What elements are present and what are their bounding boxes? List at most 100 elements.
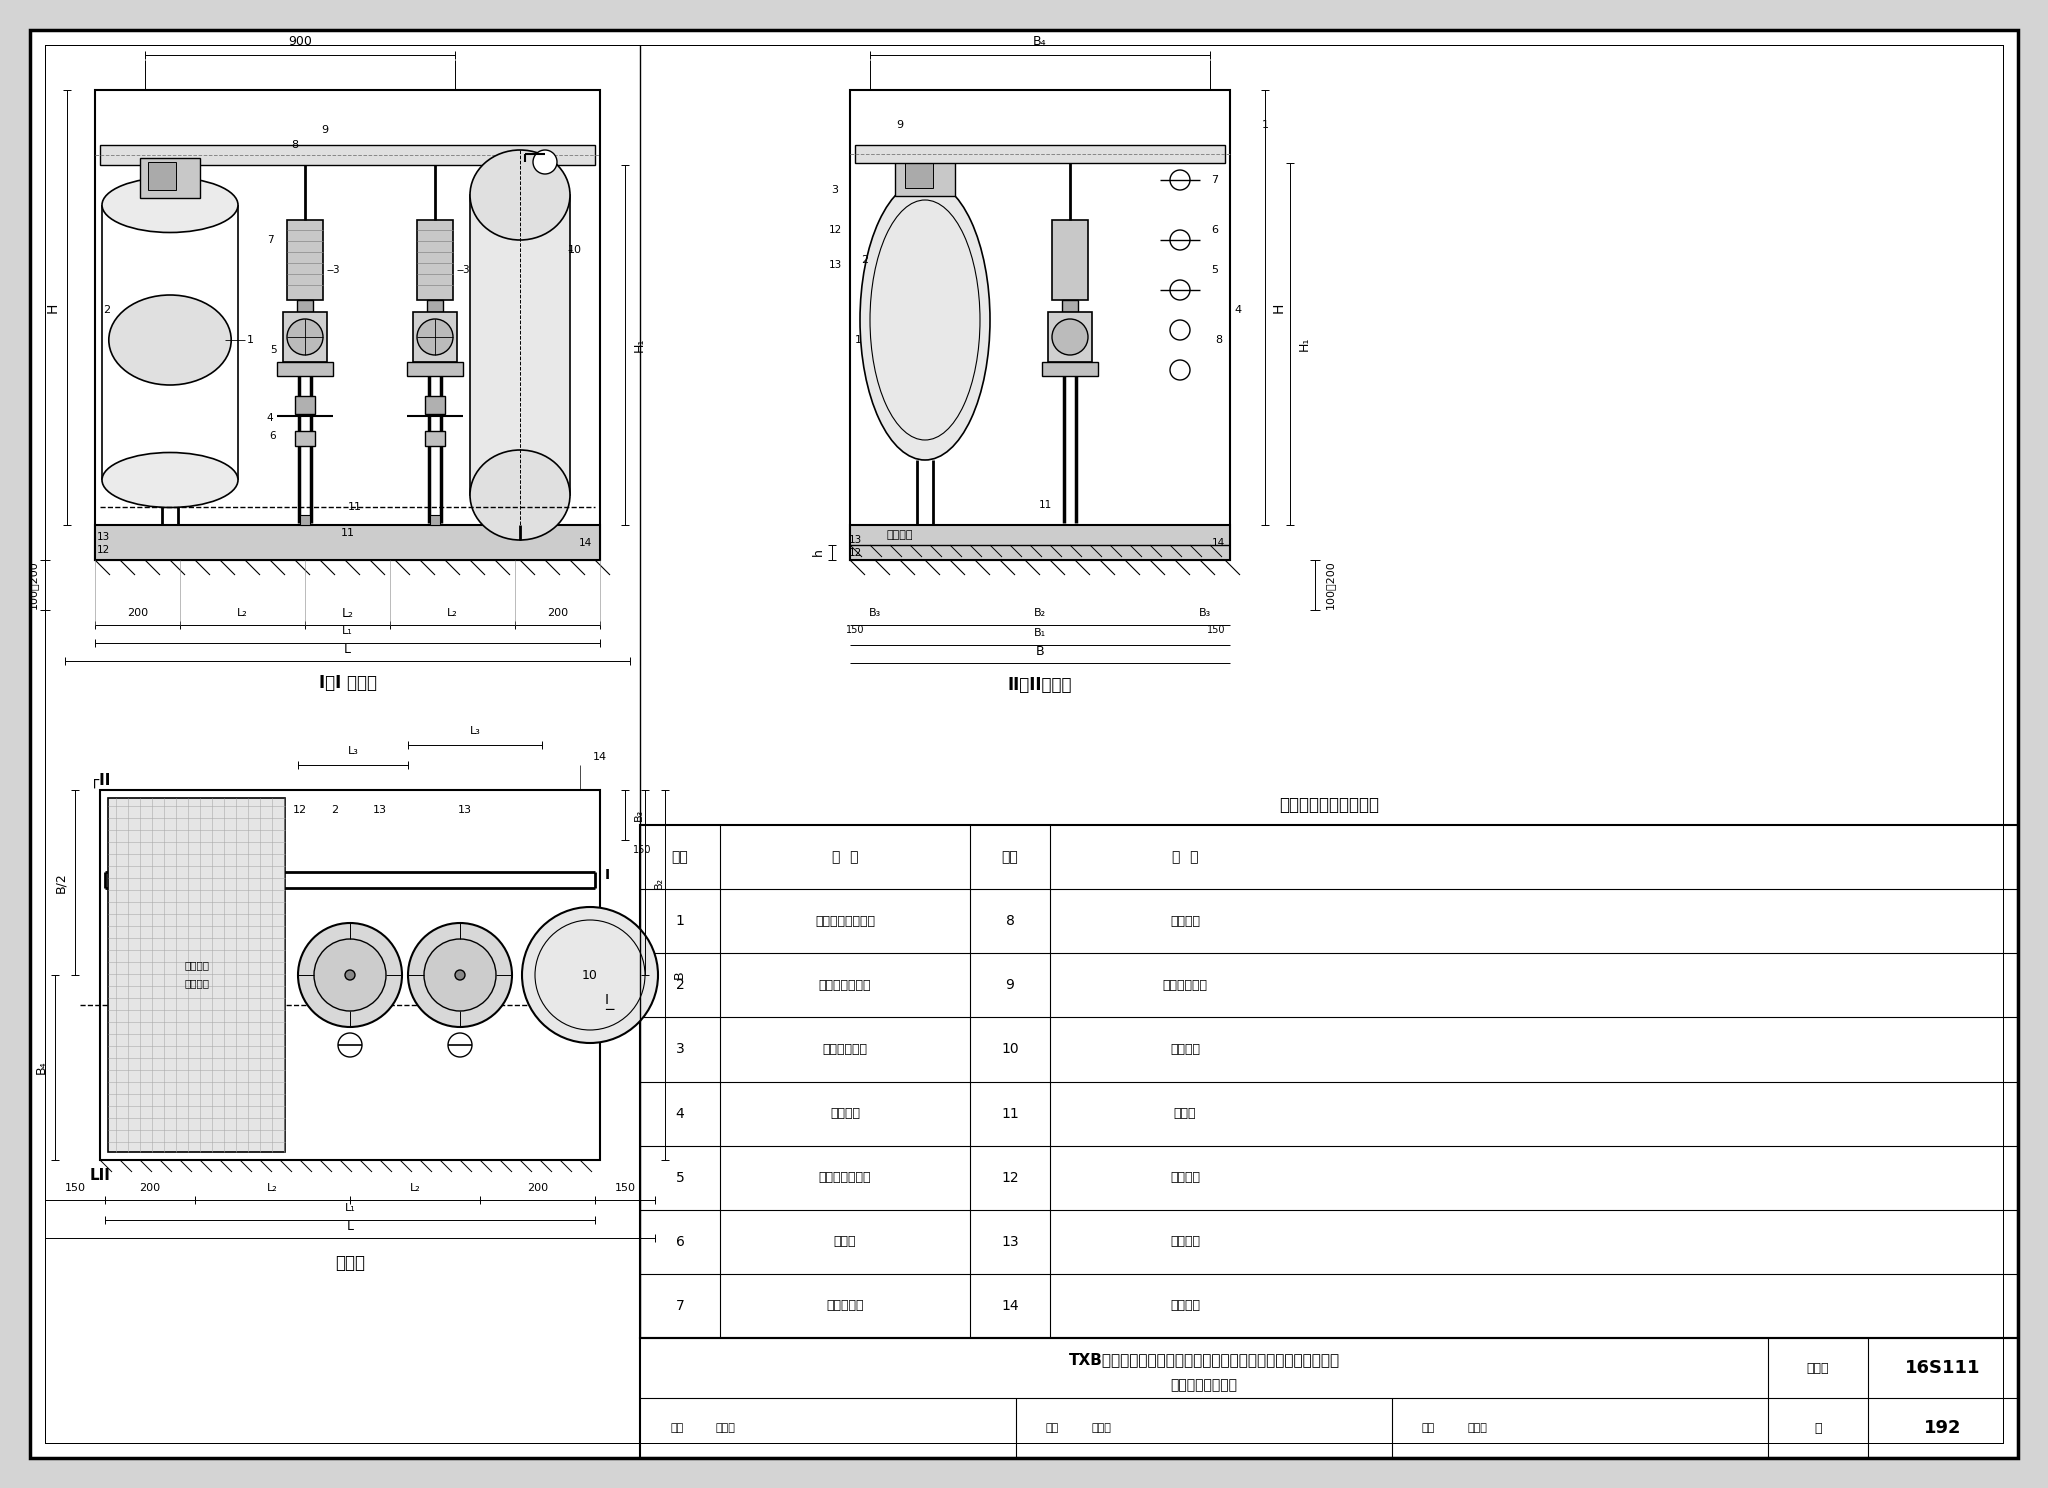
Text: 2: 2 [862,254,868,265]
Text: 12: 12 [1001,1171,1018,1184]
Bar [850,525,1231,559]
Text: L₂: L₂ [342,607,354,619]
Bar [287,220,324,301]
Bar [1049,312,1092,362]
Text: 14: 14 [594,751,606,762]
Text: 出水管阀门: 出水管阀门 [825,1299,864,1312]
Circle shape [1169,280,1190,301]
Bar [94,89,600,559]
Text: 11: 11 [348,501,362,512]
Text: 4: 4 [1235,305,1241,315]
Text: 6: 6 [270,432,276,440]
Text: 11: 11 [1001,1107,1018,1120]
Text: L₂: L₂ [238,609,248,618]
Text: 13: 13 [827,260,842,269]
Text: TXB系列微机控制叠片同步自吸变频调速供水设备外形及安装图: TXB系列微机控制叠片同步自吸变频调速供水设备外形及安装图 [1069,1353,1339,1367]
Circle shape [1053,318,1087,356]
Text: 8: 8 [1214,335,1223,345]
Circle shape [287,318,324,356]
Text: 200: 200 [127,609,147,618]
Text: 1: 1 [676,914,684,929]
Text: I: I [604,992,608,1007]
Text: B₃: B₃ [868,609,881,618]
Text: 编号: 编号 [1001,850,1018,865]
Text: 10: 10 [582,969,598,982]
Text: 7: 7 [266,235,272,246]
Text: 10: 10 [1001,1043,1018,1056]
Text: 13: 13 [373,805,387,815]
Text: 5: 5 [270,345,276,356]
Ellipse shape [102,452,238,507]
Text: 2: 2 [104,305,111,315]
Circle shape [313,939,385,1010]
Bar [426,301,442,312]
Text: 5: 5 [676,1171,684,1184]
Text: 3: 3 [831,185,838,195]
Bar [283,312,328,362]
Text: 名  称: 名 称 [1171,850,1198,865]
Bar [299,515,309,525]
Bar [1053,220,1087,301]
Text: II－II剖面图: II－II剖面图 [1008,676,1073,693]
Text: 150: 150 [1206,625,1225,635]
Text: 审核: 审核 [670,1423,684,1433]
Ellipse shape [860,180,989,460]
Circle shape [424,939,496,1010]
Text: 设备部件及安装名称表: 设备部件及安装名称表 [1280,796,1378,814]
Text: 名  称: 名 称 [831,850,858,865]
Text: 电接点压力表: 电接点压力表 [1163,979,1208,992]
Text: 3: 3 [676,1043,684,1056]
Circle shape [455,970,465,981]
Bar [297,301,313,312]
Text: 8: 8 [1006,914,1014,929]
Text: 管道支架: 管道支架 [829,1107,860,1120]
Text: 页: 页 [1815,1421,1823,1434]
Text: 自吸快速排气管: 自吸快速排气管 [819,979,870,992]
Bar [426,432,444,446]
Bar [100,790,600,1161]
Text: 10: 10 [567,246,582,254]
Text: 设备基础: 设备基础 [1169,1299,1200,1312]
Text: 7: 7 [1212,176,1219,185]
Bar [147,162,176,190]
Text: 叠片同步自吸装置: 叠片同步自吸装置 [815,915,874,927]
Text: 200: 200 [547,609,567,618]
Text: 200: 200 [526,1183,549,1193]
Text: 100～200: 100～200 [1325,561,1335,610]
Text: 9: 9 [897,121,903,129]
Text: 减振器: 减振器 [1174,1107,1196,1120]
Circle shape [299,923,401,1027]
Text: 11: 11 [1038,500,1051,510]
Text: B₄: B₄ [35,1061,47,1074]
Bar [426,396,444,414]
Text: 150: 150 [614,1183,635,1193]
Text: I－I 剖面图: I－I 剖面图 [319,674,377,692]
Text: 1: 1 [854,335,862,345]
Text: 泵房地面: 泵房地面 [887,530,913,540]
Text: 100～200: 100～200 [29,561,39,610]
Text: L₃: L₃ [348,745,358,756]
Text: 13: 13 [459,805,471,815]
Ellipse shape [469,449,569,540]
Text: 2: 2 [676,978,684,992]
Text: B₃: B₃ [635,809,643,821]
Circle shape [338,1033,362,1056]
Circle shape [344,970,354,981]
Text: L: L [344,643,350,656]
Text: 150: 150 [633,845,651,856]
Bar [100,144,596,165]
Circle shape [1169,320,1190,339]
Text: 13: 13 [1001,1235,1018,1248]
Text: 13: 13 [848,536,862,545]
Text: L₃: L₃ [469,726,481,737]
Text: 150: 150 [63,1183,86,1193]
Text: 16S111: 16S111 [1905,1359,1980,1376]
Bar [295,396,315,414]
Text: 6: 6 [1212,225,1219,235]
Text: 平面图: 平面图 [336,1254,365,1272]
Text: B₄: B₄ [1032,34,1047,48]
Text: B/2: B/2 [55,872,68,893]
Text: 11: 11 [340,528,354,539]
Text: 192: 192 [1925,1420,1962,1437]
Bar [641,1338,2017,1458]
